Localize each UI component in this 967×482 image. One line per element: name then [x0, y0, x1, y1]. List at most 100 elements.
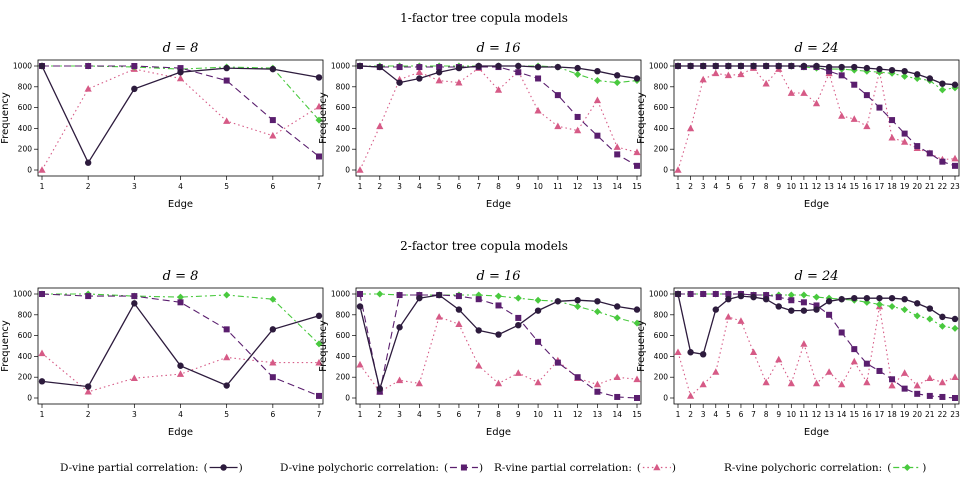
data-point-rvp — [633, 375, 641, 383]
data-point-dvc — [269, 117, 276, 124]
x-tick-label: 12 — [812, 410, 822, 419]
data-point-rvp — [850, 357, 858, 365]
data-point-dvp — [534, 63, 542, 71]
data-point-rvp — [951, 373, 959, 380]
data-point-dvp — [315, 74, 323, 81]
data-point-dvc — [574, 374, 581, 381]
y-tick-label: 200 — [18, 373, 33, 382]
legend-paren-open: ( — [637, 462, 641, 474]
y-tick-label: 200 — [18, 145, 33, 154]
data-point-rvp — [269, 358, 277, 366]
data-point-dvc — [813, 302, 820, 309]
legend-item: D-vine partial correlation: () — [60, 462, 243, 474]
data-point-dvc — [939, 393, 946, 400]
x-tick-label: 5 — [437, 410, 442, 419]
data-point-rvc — [574, 70, 582, 78]
legend-paren-close: ) — [479, 462, 483, 474]
series-line-dvc — [678, 65, 956, 167]
data-point-dvp — [888, 294, 896, 302]
x-tick-label: 23 — [950, 182, 960, 191]
y-axis-label: Frequency — [0, 320, 11, 372]
y-tick-label: 0 — [345, 166, 350, 175]
series-rvp — [674, 302, 959, 399]
y-tick-label: 600 — [18, 331, 33, 340]
legend-marker — [653, 463, 661, 471]
x-tick-label: 17 — [875, 410, 885, 419]
data-point-rvp — [455, 320, 463, 327]
data-point-dvp — [825, 298, 833, 305]
x-tick-label: 12 — [573, 182, 583, 191]
x-tick-label: 20 — [912, 410, 922, 419]
y-tick-label: 400 — [336, 352, 351, 361]
x-axis-label: Edge — [486, 427, 511, 438]
x-tick-label: 1 — [358, 410, 363, 419]
series-dvp — [674, 62, 959, 88]
data-point-dvp — [614, 72, 621, 79]
series-line-rvc — [360, 293, 638, 324]
x-tick-label: 7 — [751, 410, 756, 419]
data-point-dvp — [594, 68, 601, 75]
x-tick-label: 21 — [925, 182, 935, 191]
x-tick-label: 12 — [573, 410, 583, 419]
data-point-dvp — [574, 297, 581, 304]
data-point-dvp — [416, 75, 423, 82]
series-line-rvp — [41, 68, 320, 171]
data-point-rvp — [574, 126, 582, 134]
y-axis-label: Frequency — [0, 92, 11, 144]
data-point-dvp — [737, 62, 745, 70]
y-axis-label: Frequency — [318, 320, 329, 372]
y-tick-label: 600 — [336, 103, 351, 112]
data-point-rvp — [415, 379, 423, 387]
x-axis-label: Edge — [168, 427, 193, 438]
data-point-rvc — [514, 294, 522, 302]
data-point-rvp — [812, 379, 821, 387]
data-point-dvc — [926, 150, 933, 157]
chart-panel: d = 8 0 200 400 600 800 1000 1 2 3 4 5 6 7 Edge Frequen… — [0, 41, 324, 210]
data-point-dvp — [926, 75, 934, 82]
y-tick-label: 0 — [663, 394, 668, 403]
data-point-dvp — [376, 63, 383, 71]
data-point-rvp — [812, 99, 821, 107]
x-tick-label: 20 — [912, 182, 922, 191]
x-tick-label: 15 — [849, 410, 859, 419]
x-tick-label: 19 — [900, 410, 910, 419]
data-point-rvp — [593, 96, 602, 104]
x-tick-label: 1 — [40, 182, 45, 191]
data-point-dvp — [750, 293, 757, 301]
data-point-dvc — [725, 291, 732, 297]
data-point-dvp — [515, 322, 522, 329]
series-dvp — [356, 62, 641, 86]
data-point-dvc — [851, 81, 858, 88]
data-point-dvp — [633, 75, 641, 82]
data-point-dvc — [876, 367, 883, 374]
x-tick-label: 16 — [862, 182, 872, 191]
y-tick-label: 600 — [654, 103, 669, 112]
x-tick-label: 19 — [900, 182, 910, 191]
x-tick-label: 5 — [224, 410, 229, 419]
data-point-dvp — [762, 62, 770, 70]
data-point-rvp — [356, 360, 364, 368]
data-point-rvc — [913, 312, 921, 320]
data-point-rvp — [435, 313, 443, 320]
x-tick-label: 11 — [553, 182, 563, 191]
data-point-rvc — [875, 300, 883, 308]
data-point-dvp — [788, 307, 795, 314]
legend-paren-open: ( — [444, 462, 448, 474]
y-tick-label: 1000 — [331, 290, 350, 299]
data-point-rvp — [926, 374, 934, 382]
data-point-dvp — [750, 62, 757, 70]
data-point-dvp — [131, 85, 138, 93]
y-tick-label: 1000 — [331, 62, 350, 71]
data-point-rvc — [901, 72, 909, 80]
data-point-dvc — [495, 302, 502, 309]
x-tick-label: 10 — [533, 410, 543, 419]
data-point-dvc — [914, 390, 921, 397]
x-tick-label: 6 — [739, 182, 744, 191]
data-point-dvc — [614, 151, 621, 158]
data-point-dvp — [455, 64, 463, 72]
x-tick-label: 17 — [875, 182, 885, 191]
legend-label: D-vine partial correlation: — [60, 462, 199, 474]
data-point-dvc — [396, 292, 403, 299]
